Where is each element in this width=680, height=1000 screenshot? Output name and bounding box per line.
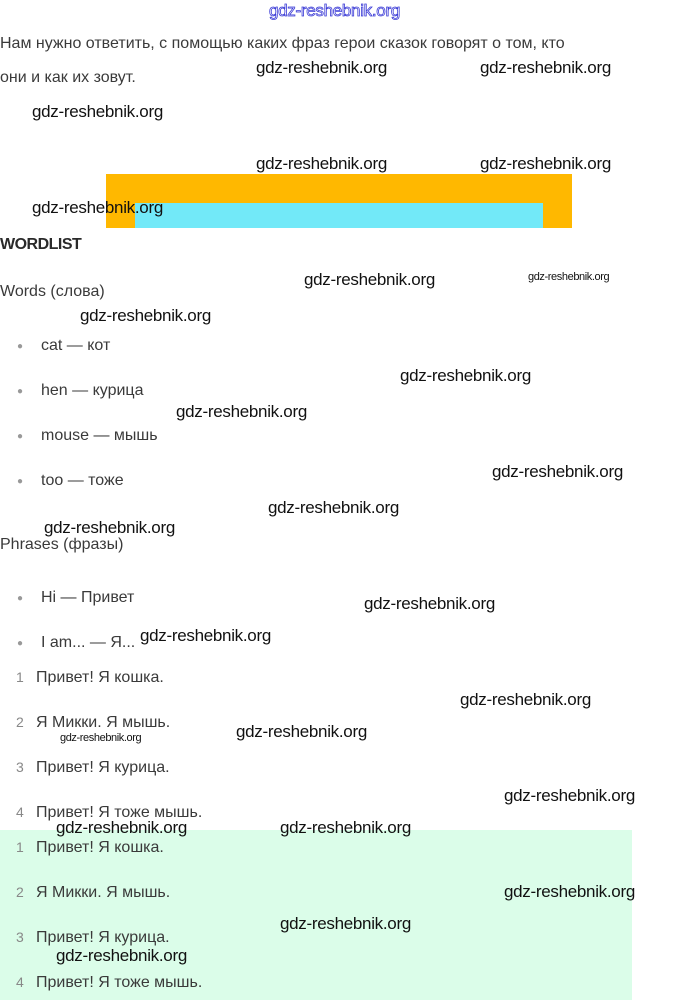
intro-line-2: они и как их зовут. [0,69,136,86]
item-number: 1 [16,669,24,685]
list-item: cat — кот [41,337,111,354]
watermark: gdz-reshebnik.org [364,594,495,613]
watermark: gdz-reshebnik.org [56,818,187,837]
watermark: gdz-reshebnik.org [504,786,635,805]
list-item: hen — курица [41,382,144,399]
watermark: gdz-reshebnik.org [56,946,187,965]
answer-background [0,830,632,1000]
bullet: ● [17,431,24,442]
watermark: gdz-reshebnik.org [504,882,635,901]
watermark: gdz-reshebnik.org [480,154,611,173]
bullet: ● [17,638,24,649]
sentence: Привет! Я кошка. [36,669,164,686]
watermark: gdz-reshebnik.org [480,58,611,77]
words-heading: Words (слова) [0,283,105,300]
watermark: gdz-reshebnik.org [80,306,211,325]
watermark: gdz-reshebnik.org [528,271,610,283]
item-number: 4 [16,974,24,990]
answer-sentence: Привет! Я кошка. [36,839,164,856]
sentence: Привет! Я тоже мышь. [36,804,203,821]
bullet: ● [17,476,24,487]
bullet: ● [17,386,24,397]
item-number: 3 [16,759,24,775]
watermark: gdz-reshebnik.org [256,154,387,173]
watermark: gdz-reshebnik.org [269,1,401,21]
watermark: gdz-reshebnik.org [280,914,411,933]
list-item: mouse — мышь [41,427,158,444]
watermark: gdz-reshebnik.org [32,198,163,217]
answer-sentence: Привет! Я курица. [36,929,170,946]
bullet: ● [17,341,24,352]
answer-sentence: Привет! Я тоже мышь. [36,974,203,991]
bullet: ● [17,593,24,604]
list-item: too — тоже [41,472,124,489]
watermark: gdz-reshebnik.org [492,462,623,481]
item-number: 2 [16,714,24,730]
watermark: gdz-reshebnik.org [400,366,531,385]
intro-line-1: Нам нужно ответить, с помощью каких фраз… [0,35,565,52]
watermark: gdz-reshebnik.org [32,102,163,121]
wordlist-heading: WORDLIST [0,236,82,253]
watermark: gdz-reshebnik.org [268,498,399,517]
banner-inner [135,203,543,228]
watermark: gdz-reshebnik.org [280,818,411,837]
item-number: 1 [16,839,24,855]
list-item: I am... — Я... [41,634,136,651]
item-number: 4 [16,804,24,820]
phrases-heading: Phrases (фразы) [0,536,124,553]
watermark: gdz-reshebnik.org [176,402,307,421]
list-item: Hi — Привет [41,589,135,606]
watermark: gdz-reshebnik.org [236,722,367,741]
watermark: gdz-reshebnik.org [140,626,271,645]
watermark: gdz-reshebnik.org [460,690,591,709]
answer-sentence: Я Микки. Я мышь. [36,884,171,901]
watermark: gdz-reshebnik.org [60,732,142,744]
sentence: Я Микки. Я мышь. [36,714,171,731]
sentence: Привет! Я курица. [36,759,170,776]
item-number: 2 [16,884,24,900]
watermark: gdz-reshebnik.org [256,58,387,77]
watermark: gdz-reshebnik.org [304,270,435,289]
item-number: 3 [16,929,24,945]
watermark: gdz-reshebnik.org [44,518,175,537]
